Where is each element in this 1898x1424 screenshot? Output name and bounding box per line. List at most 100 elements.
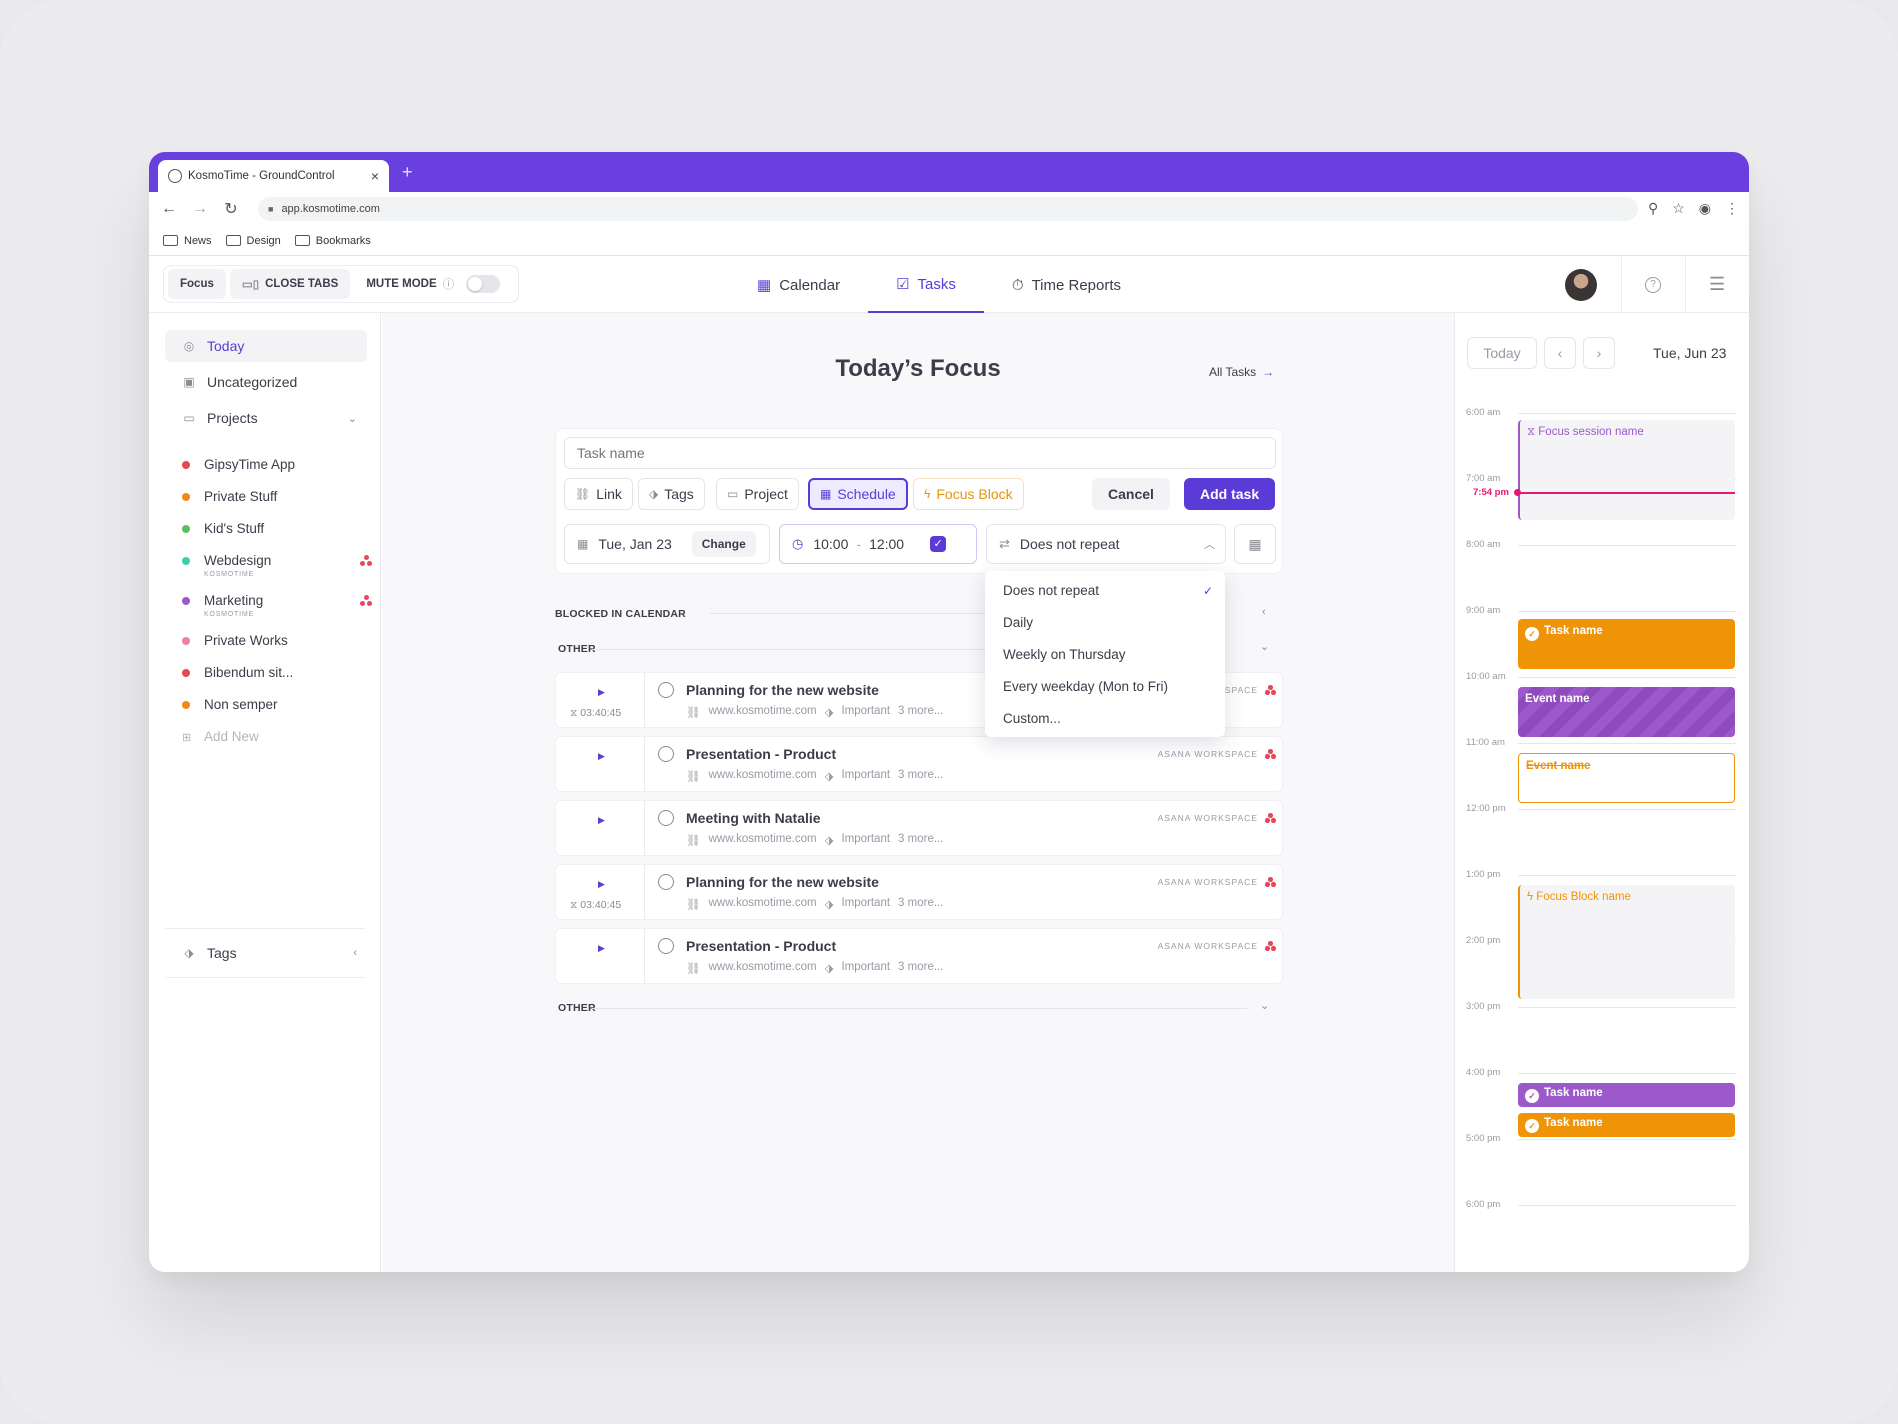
hamburger-menu-icon[interactable]: ☰: [1709, 274, 1726, 294]
prev-day-button[interactable]: ‹: [1544, 337, 1576, 369]
add-task-button[interactable]: Add task: [1184, 478, 1276, 510]
task-more[interactable]: 3 more...: [898, 961, 944, 973]
project-button[interactable]: ▭ Project: [716, 478, 799, 510]
task-row[interactable]: ▶ ⧖ 03:40:45 Planning for the new websit…: [555, 864, 1283, 921]
repeat-option[interactable]: Does not repeat ✓: [985, 575, 1225, 607]
repeat-option[interactable]: Custom...: [985, 703, 1225, 735]
repeat-option[interactable]: Weekly on Thursday: [985, 639, 1225, 671]
tab-calendar[interactable]: ▦ Calendar: [729, 257, 868, 313]
star-icon[interactable]: ☆: [1672, 200, 1685, 216]
url-field[interactable]: ■ app.kosmotime.com: [258, 197, 1638, 221]
task-more[interactable]: 3 more...: [898, 833, 944, 845]
chevron-left-icon[interactable]: ‹: [1262, 606, 1266, 618]
repeat-option[interactable]: Every weekday (Mon to Fri): [985, 671, 1225, 703]
date-picker[interactable]: ▦ Tue, Jan 23 Change: [564, 524, 770, 564]
browser-tab[interactable]: KosmoTime - GroundControl ×: [158, 160, 389, 192]
zoom-icon[interactable]: ⚲: [1647, 200, 1659, 216]
task-link[interactable]: www.kosmotime.com: [708, 961, 817, 973]
close-tab-icon[interactable]: ×: [370, 168, 379, 184]
sidebar-item-tags[interactable]: ⬗ Tags ‹: [165, 937, 367, 969]
focus-button[interactable]: Focus: [168, 269, 226, 299]
repeat-select[interactable]: ⇄ Does not repeat ︿: [986, 524, 1226, 564]
task-complete-checkbox[interactable]: [658, 682, 674, 698]
play-icon[interactable]: ▶: [598, 879, 605, 889]
chevron-down-icon[interactable]: ⌄: [1260, 641, 1270, 653]
event-title: Event name: [1526, 760, 1591, 772]
next-day-button[interactable]: ›: [1583, 337, 1615, 369]
task-row[interactable]: ▶ Presentation - Product ⛓ www.kosmotime.…: [555, 928, 1283, 985]
sidebar-item-today[interactable]: ◎ Today: [165, 330, 367, 362]
bookmark-bookmarks[interactable]: Bookmarks: [294, 235, 371, 247]
task-complete-checkbox[interactable]: [658, 746, 674, 762]
task-more[interactable]: 3 more...: [898, 769, 944, 781]
schedule-button[interactable]: ▦ Schedule: [808, 478, 908, 510]
calendar-settings-button[interactable]: ▦: [1234, 524, 1276, 564]
add-new-project-button[interactable]: ⊞ Add New: [182, 729, 372, 744]
calendar-task[interactable]: ✓ Task name: [1518, 619, 1735, 669]
project-item[interactable]: Private Works: [182, 633, 372, 648]
forward-icon[interactable]: →: [192, 200, 208, 217]
calendar-event[interactable]: Event name: [1518, 753, 1735, 803]
task-complete-checkbox[interactable]: [658, 810, 674, 826]
new-tab-icon[interactable]: +: [402, 162, 413, 182]
task-link[interactable]: www.kosmotime.com: [708, 769, 817, 781]
all-tasks-link[interactable]: All Tasks →: [1209, 365, 1274, 379]
today-button[interactable]: Today: [1467, 337, 1537, 369]
play-icon[interactable]: ▶: [598, 687, 605, 697]
bookmark-design[interactable]: Design: [225, 235, 281, 247]
project-item[interactable]: Marketing KOSMOTIME: [182, 593, 372, 618]
task-complete-checkbox[interactable]: [658, 874, 674, 890]
focus-block-button[interactable]: ϟ Focus Block: [913, 478, 1024, 510]
project-item[interactable]: GipsyTime App: [182, 457, 372, 472]
project-item[interactable]: Kid's Stuff: [182, 521, 372, 536]
time-checkbox[interactable]: ✓: [930, 536, 947, 552]
time-start[interactable]: 10:00: [813, 536, 849, 552]
calendar-focus-block[interactable]: ϟ Focus Block name: [1518, 885, 1735, 999]
cancel-button[interactable]: Cancel: [1092, 478, 1170, 510]
time-range-picker[interactable]: ◷ 10:00 - 12:00 ✓: [779, 524, 977, 564]
chevron-down-icon[interactable]: ⌄: [347, 412, 357, 425]
reload-icon[interactable]: ↻: [224, 201, 238, 218]
extension-icon[interactable]: ◉: [1698, 200, 1711, 216]
sidebar-item-projects[interactable]: ▭ Projects ⌄: [165, 402, 367, 434]
link-button[interactable]: ⛓ Link: [564, 478, 633, 510]
task-row[interactable]: ▶ Meeting with Natalie ⛓ www.kosmotime.co…: [555, 800, 1283, 857]
play-icon[interactable]: ▶: [598, 815, 605, 825]
project-item[interactable]: Webdesign KOSMOTIME: [182, 553, 372, 578]
play-icon[interactable]: ▶: [598, 943, 605, 953]
help-icon[interactable]: ?: [1645, 277, 1661, 293]
task-link[interactable]: www.kosmotime.com: [708, 897, 817, 909]
chevron-left-icon[interactable]: ‹: [353, 947, 357, 959]
mute-mode-toggle[interactable]: [466, 275, 501, 293]
sidebar-item-uncategorized[interactable]: ▣ Uncategorized: [165, 366, 367, 398]
calendar-task[interactable]: ✓ Task name: [1518, 1113, 1735, 1137]
project-item[interactable]: Non semper: [182, 697, 372, 712]
avatar[interactable]: [1565, 269, 1597, 301]
back-icon[interactable]: ←: [161, 200, 177, 217]
project-item[interactable]: Private Stuff: [182, 489, 372, 504]
tab-tasks[interactable]: ☑ Tasks: [868, 257, 984, 313]
close-tabs-button[interactable]: ▭▯ CLOSE TABS: [229, 269, 351, 299]
time-end[interactable]: 12:00: [869, 536, 905, 552]
schedule-label: Schedule: [837, 486, 896, 502]
task-more[interactable]: 3 more...: [898, 705, 944, 717]
task-row[interactable]: ▶ Presentation - Product ⛓ www.kosmotime.…: [555, 736, 1283, 793]
change-date-button[interactable]: Change: [691, 531, 756, 557]
tags-button[interactable]: ⬗ Tags: [638, 478, 705, 510]
task-name-input[interactable]: [564, 437, 1276, 469]
calendar-task[interactable]: ✓ Task name: [1518, 1083, 1735, 1107]
bookmark-news[interactable]: News: [163, 235, 212, 247]
project-item[interactable]: Bibendum sit...: [182, 665, 372, 680]
play-icon[interactable]: ▶: [598, 751, 605, 761]
browser-menu-icon[interactable]: ⋮: [1725, 200, 1739, 216]
tab-time-reports[interactable]: ⏱ Time Reports: [984, 257, 1149, 313]
task-link[interactable]: www.kosmotime.com: [708, 833, 817, 845]
repeat-option[interactable]: Daily: [985, 607, 1225, 639]
chevron-down-icon[interactable]: ⌄: [1260, 1000, 1270, 1012]
task-more[interactable]: 3 more...: [898, 897, 944, 909]
asana-icon: [1265, 813, 1276, 824]
task-link[interactable]: www.kosmotime.com: [708, 705, 817, 717]
calendar-focus-session[interactable]: ⧖ Focus session name: [1518, 420, 1735, 520]
task-complete-checkbox[interactable]: [658, 938, 674, 954]
calendar-event[interactable]: Event name: [1518, 687, 1735, 737]
